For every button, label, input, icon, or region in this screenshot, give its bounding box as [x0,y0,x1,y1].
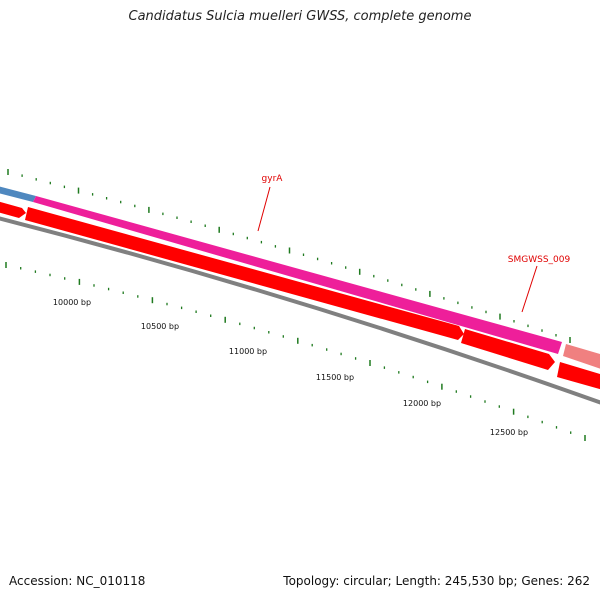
cds-arrow-1 [0,201,26,218]
accession-label: Accession: NC_010118 [9,574,146,588]
gyrA-gene-bar [33,196,562,354]
scale-label-10000: 10000 bp [53,298,91,307]
scale-label-12000: 12000 bp [403,399,441,408]
scale-label-12500: 12500 bp [490,428,528,437]
scale-label-11500: 11500 bp [316,373,354,382]
gene-label-gyrA[interactable]: gyrA [262,174,284,184]
smgwss-009-leader-line [521,265,538,313]
scale-label-11000: 11000 bp [229,347,267,356]
cds-arrow-smgwss-009 [461,329,555,370]
scale-label-10500: 10500 bp [141,322,179,331]
outer-tick-marks [7,169,571,343]
cds-arrow-gyrA [25,207,464,340]
gene-track-blue-segment [0,186,36,202]
genome-backbone [0,216,600,405]
inner-tick-marks [5,262,586,441]
gene-track-pink-segment [563,344,600,369]
genome-summary: Topology: circular; Length: 245,530 bp; … [283,574,590,588]
gyrA-leader-line [257,186,271,232]
cds-arrow-next [557,362,600,390]
map-title: Candidatus Sulcia muelleri GWSS, complet… [128,9,472,24]
gene-label-smgwss-009[interactable]: SMGWSS_009 [508,255,571,265]
